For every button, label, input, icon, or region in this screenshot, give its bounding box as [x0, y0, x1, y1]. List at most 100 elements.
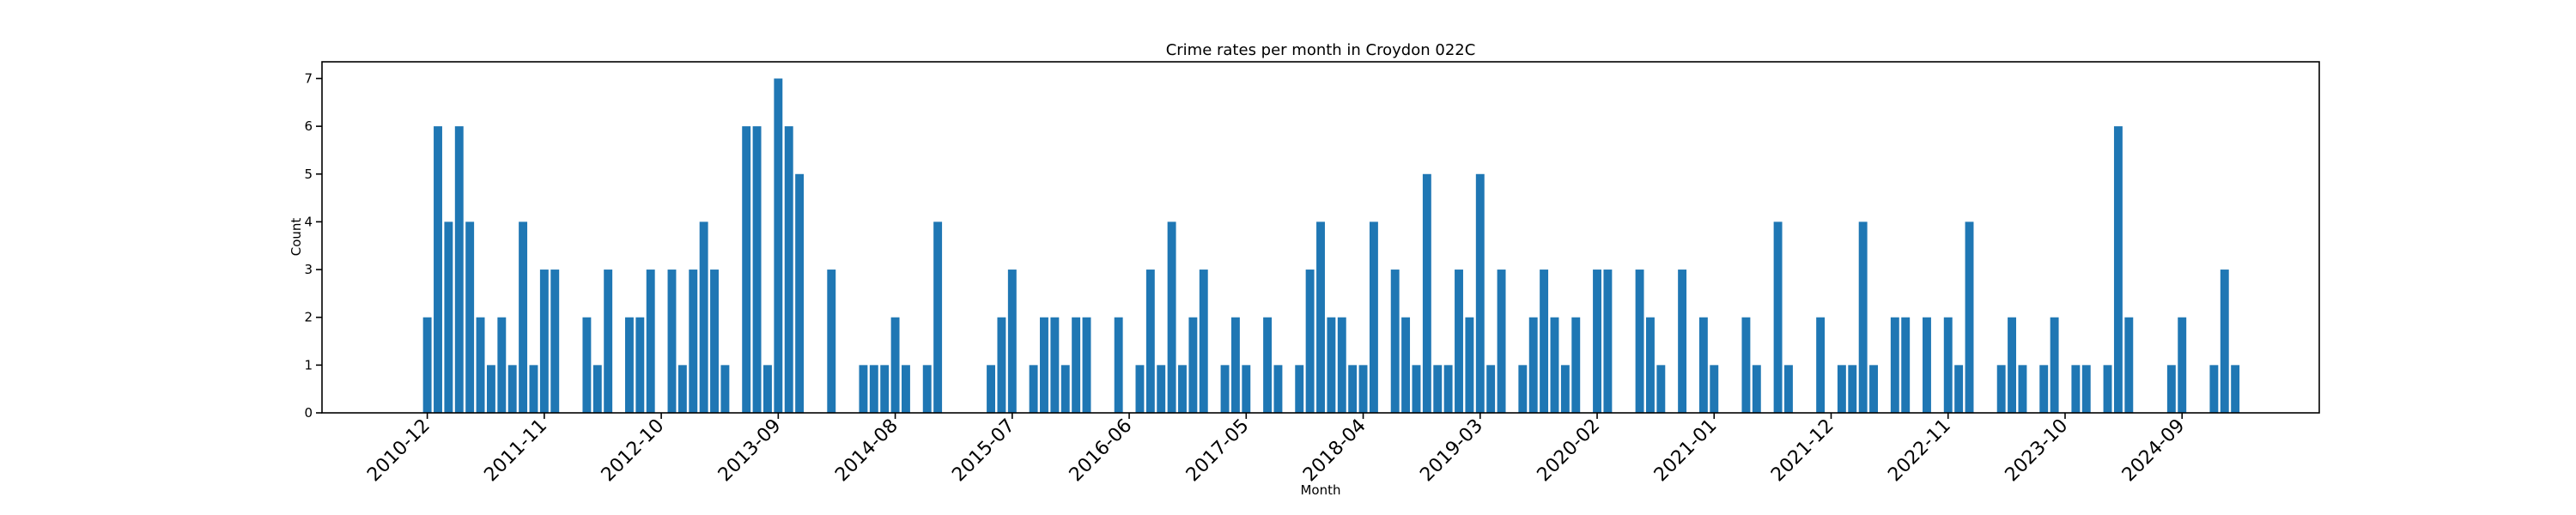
bar-2020-02: [1593, 270, 1601, 413]
bar-2017-12: [1316, 221, 1325, 413]
bar-2020-08: [1656, 365, 1666, 413]
bar-2020-07: [1646, 317, 1655, 413]
bar-2018-10: [1422, 173, 1431, 413]
bar-2011-10: [529, 365, 538, 413]
bar-2011-03: [454, 126, 464, 413]
bar-2019-05: [1497, 270, 1506, 413]
bar-2012-03: [582, 317, 592, 413]
bar-2013-02: [699, 221, 708, 413]
bar-2024-02: [2103, 365, 2112, 413]
y-tick-label: 5: [304, 167, 313, 182]
bar-2021-07: [1773, 221, 1783, 413]
y-tick-label: 6: [304, 118, 313, 134]
bar-2018-07: [1390, 270, 1400, 413]
bars: [422, 78, 2240, 413]
bar-2015-07: [1007, 270, 1017, 413]
bar-2016-10: [1167, 221, 1176, 413]
bar-2012-07: [624, 317, 634, 413]
bar-2023-04: [1996, 365, 2006, 413]
x-tick-label: 2022-11: [1884, 415, 1955, 487]
x-tick-label: 2011-11: [480, 415, 551, 487]
bar-2017-03: [1220, 365, 1230, 413]
bar-2017-10: [1295, 365, 1304, 413]
bar-2021-04: [1741, 317, 1751, 413]
bar-2011-02: [444, 221, 453, 413]
bar-2014-12: [933, 221, 943, 413]
bar-2017-08: [1273, 365, 1283, 413]
y-axis: 0 1 2 3 4 5 6 7: [304, 70, 322, 421]
bar-2016-12: [1188, 317, 1198, 413]
bar-2013-06: [742, 126, 751, 413]
bar-2013-01: [689, 270, 698, 413]
x-tick-label: 2018-04: [1299, 415, 1370, 487]
y-tick-label: 3: [304, 262, 313, 277]
bar-2015-06: [997, 317, 1006, 413]
bar-2025-02: [2231, 365, 2240, 413]
x-tick-label: 2013-09: [714, 415, 786, 487]
bar-2015-12: [1060, 365, 1070, 413]
bar-2018-02: [1337, 317, 1346, 413]
bar-2014-07: [880, 365, 890, 413]
bar-2013-07: [752, 126, 762, 413]
y-axis-title: Count: [289, 218, 304, 257]
bar-2024-12: [2209, 365, 2219, 413]
bar-2020-12: [1698, 317, 1708, 413]
bar-2013-03: [710, 270, 719, 413]
bar-2019-10: [1550, 317, 1559, 413]
bar-2017-07: [1263, 317, 1273, 413]
bar-2011-06: [486, 365, 495, 413]
bar-2015-09: [1029, 365, 1038, 413]
bar-2021-11: [1816, 317, 1826, 413]
bar-2011-08: [507, 365, 517, 413]
bar-2014-09: [902, 365, 910, 413]
bar-2014-08: [890, 317, 900, 413]
x-tick-label: 2012-10: [598, 415, 669, 487]
bar-2023-12: [2081, 365, 2091, 413]
bar-2020-06: [1635, 270, 1644, 413]
x-axis-title: Month: [1300, 482, 1340, 498]
bar-2024-03: [2113, 126, 2123, 413]
bar-2018-04: [1358, 365, 1368, 413]
bar-2014-02: [827, 270, 836, 413]
bar-2025-01: [2220, 270, 2229, 413]
bar-2017-11: [1305, 270, 1315, 413]
bar-2010-12: [422, 317, 432, 413]
x-tick-label: 2016-06: [1066, 415, 1137, 487]
bar-2013-08: [763, 365, 772, 413]
bar-2014-05: [859, 365, 868, 413]
bar-2019-12: [1571, 317, 1581, 413]
x-tick-label: 2017-05: [1182, 415, 1254, 487]
x-tick-label: 2010-12: [363, 415, 434, 487]
bar-2024-09: [2178, 317, 2187, 413]
bar-2011-07: [497, 317, 507, 413]
bar-2018-09: [1412, 365, 1421, 413]
bar-2012-12: [677, 365, 687, 413]
bar-2024-04: [2124, 317, 2134, 413]
bar-2013-11: [795, 173, 805, 413]
x-tick-label: 2014-08: [831, 415, 902, 487]
bar-2017-05: [1242, 365, 1251, 413]
bar-2023-09: [2050, 317, 2059, 413]
bar-2023-06: [2018, 365, 2027, 413]
bar-2016-07: [1135, 365, 1145, 413]
x-tick-label: 2023-10: [2002, 415, 2073, 487]
bar-2016-08: [1145, 270, 1155, 413]
bar-2015-11: [1050, 317, 1060, 413]
bar-2013-09: [774, 78, 783, 413]
bar-2022-09: [1923, 317, 1931, 413]
plot-frame: [321, 61, 2320, 414]
bar-2011-11: [539, 270, 549, 413]
bar-2019-07: [1518, 365, 1528, 413]
bar-2020-03: [1603, 270, 1613, 413]
x-tick-label: 2019-03: [1416, 415, 1487, 487]
bar-2011-01: [434, 126, 442, 413]
y-tick-label: 1: [304, 357, 313, 373]
bar-2019-11: [1560, 365, 1570, 413]
bar-2023-05: [2008, 317, 2017, 413]
bar-2018-05: [1369, 221, 1378, 413]
bar-2022-06: [1890, 317, 1899, 413]
bar-2022-04: [1869, 365, 1878, 413]
bar-2015-10: [1040, 317, 1048, 413]
